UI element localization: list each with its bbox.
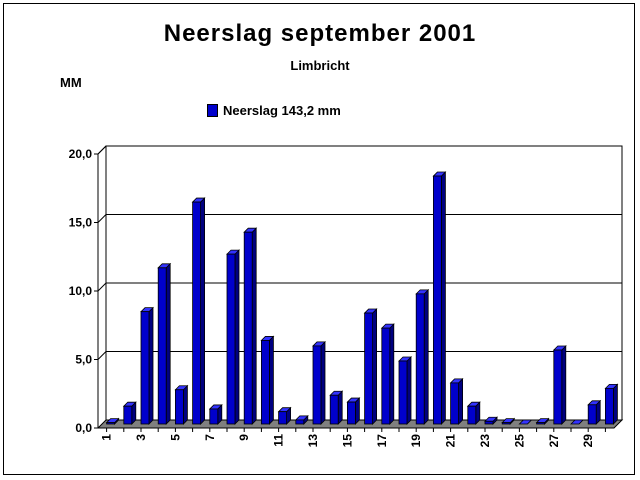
bar bbox=[106, 422, 115, 425]
bar-side bbox=[320, 340, 326, 425]
x-tick-label: 27 bbox=[547, 434, 561, 448]
bar bbox=[536, 422, 545, 425]
bar-side bbox=[423, 288, 429, 425]
bar-side bbox=[234, 249, 240, 425]
bar bbox=[329, 394, 339, 425]
bar-side bbox=[268, 335, 274, 425]
bar bbox=[398, 360, 408, 425]
bar bbox=[278, 411, 288, 425]
bar bbox=[312, 345, 322, 425]
bar bbox=[140, 311, 150, 425]
y-tick-label: 15,0 bbox=[69, 216, 93, 230]
x-tick-label: 11 bbox=[272, 434, 286, 447]
bar-side bbox=[251, 227, 257, 425]
bar-side bbox=[148, 306, 154, 425]
x-tick-label: 5 bbox=[168, 434, 182, 441]
gridline-side bbox=[97, 351, 107, 360]
bar-side bbox=[372, 308, 378, 425]
bar bbox=[346, 401, 356, 425]
bar-top bbox=[518, 419, 533, 425]
bar bbox=[295, 419, 305, 425]
x-tick-label: 3 bbox=[134, 434, 148, 441]
chart-title: Neerslag september 2001 bbox=[163, 20, 477, 47]
y-tick-label: 0,0 bbox=[75, 421, 92, 435]
x-tick-label: 15 bbox=[340, 434, 354, 448]
y-tick-label: 5,0 bbox=[75, 353, 92, 367]
bar bbox=[364, 312, 374, 425]
bar-side bbox=[165, 262, 171, 425]
x-tick-label: 7 bbox=[203, 434, 217, 441]
bar-side bbox=[182, 384, 188, 425]
legend-swatch bbox=[207, 104, 218, 117]
bar bbox=[467, 405, 477, 425]
y-tick-label: 20,0 bbox=[69, 147, 93, 161]
gridline-side bbox=[97, 214, 107, 223]
bar bbox=[432, 175, 442, 425]
bar bbox=[415, 293, 425, 425]
bar-side bbox=[440, 171, 446, 425]
bar bbox=[484, 420, 494, 425]
x-tick-label: 17 bbox=[375, 434, 389, 448]
bar-side bbox=[337, 390, 343, 425]
bar-side bbox=[561, 345, 567, 425]
bar bbox=[174, 389, 184, 425]
bar-side bbox=[458, 377, 464, 425]
bar-top bbox=[570, 419, 584, 425]
y-tick-label: 10,0 bbox=[69, 284, 93, 298]
x-tick-label: 9 bbox=[237, 434, 251, 441]
legend: Neerslag 143,2 mm bbox=[207, 103, 341, 118]
x-tick-label: 13 bbox=[306, 434, 320, 448]
bar bbox=[553, 349, 563, 425]
bar bbox=[192, 201, 202, 425]
bar bbox=[123, 405, 133, 425]
x-tick-label: 29 bbox=[581, 434, 595, 448]
legend-label: Neerslag 143,2 mm bbox=[223, 103, 341, 118]
bar bbox=[226, 253, 236, 425]
bar-side bbox=[200, 197, 206, 425]
bar bbox=[381, 327, 391, 425]
bar bbox=[587, 404, 597, 425]
bar bbox=[209, 408, 219, 425]
x-tick-label: 1 bbox=[100, 434, 114, 441]
x-tick-label: 23 bbox=[478, 434, 492, 448]
bar bbox=[450, 382, 460, 425]
x-tick-label: 25 bbox=[512, 434, 526, 448]
y-axis-top-edge bbox=[97, 145, 107, 155]
y-axis-unit-label: MM bbox=[60, 75, 82, 90]
bar bbox=[157, 267, 167, 425]
bar-side bbox=[389, 323, 395, 425]
x-tick-label: 19 bbox=[409, 434, 423, 448]
bar bbox=[243, 231, 253, 425]
bar bbox=[605, 387, 614, 425]
bar bbox=[260, 340, 270, 425]
bar-side bbox=[406, 356, 412, 425]
bar bbox=[501, 422, 511, 425]
chart-subtitle: Limbricht bbox=[290, 58, 350, 73]
gridline-side bbox=[97, 282, 107, 292]
bar-side bbox=[613, 383, 618, 425]
x-tick-label: 21 bbox=[444, 434, 458, 448]
